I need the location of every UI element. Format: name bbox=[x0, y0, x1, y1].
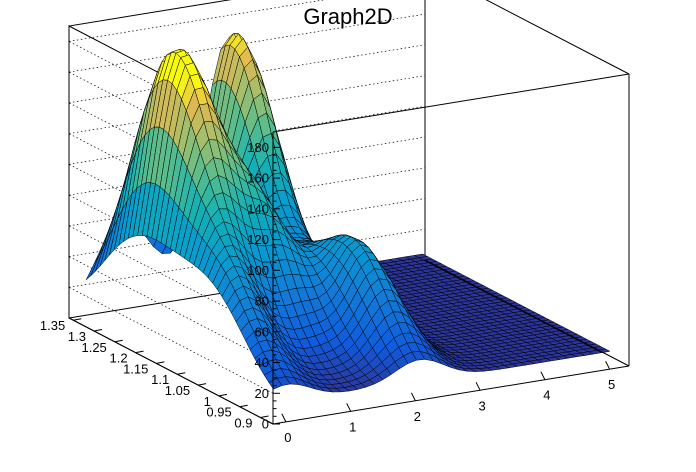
y-tick bbox=[218, 393, 227, 397]
chart-title: Graph2D bbox=[303, 4, 392, 29]
frame-bottom-right bbox=[424, 259, 630, 367]
z-tick-label: 80 bbox=[255, 294, 269, 309]
z-tick-label: 40 bbox=[255, 355, 269, 370]
z-tick-label: 20 bbox=[255, 386, 269, 401]
x-tick bbox=[475, 382, 481, 391]
x-tick bbox=[410, 392, 416, 402]
z-axis: 0 20 40 60 80 100 120 140 160 180 bbox=[247, 132, 280, 432]
y-tick bbox=[198, 383, 207, 386]
y-tick-label: 1 bbox=[204, 394, 211, 409]
axis-frame bbox=[272, 0, 630, 367]
y-tick-label: 1.1 bbox=[151, 372, 169, 387]
y-tick bbox=[239, 404, 248, 408]
z-tick-label: 60 bbox=[255, 324, 269, 339]
z-tick-label: 120 bbox=[247, 232, 269, 247]
y-tick bbox=[260, 415, 269, 418]
z-tick-label: 140 bbox=[247, 201, 269, 216]
z-tick-label: 160 bbox=[247, 171, 269, 186]
x-tick-label: 1 bbox=[349, 419, 356, 434]
x-axis: 0 1 2 3 4 5 bbox=[272, 360, 630, 445]
x-axis-line bbox=[272, 365, 630, 425]
grid-line-back-z bbox=[68, 13, 426, 73]
y-tick-label: 1.15 bbox=[123, 361, 148, 376]
y-axis: 0.90.951 1.051.11.151.2 1.251.31.35 bbox=[40, 317, 274, 431]
y-tick-label: 0.9 bbox=[234, 416, 252, 431]
surface-mesh bbox=[85, 32, 611, 393]
x-tick-label: 4 bbox=[543, 388, 550, 403]
grid-line-back-z bbox=[68, 0, 326, 42]
x-tick bbox=[540, 371, 546, 380]
y-tick-label: 1.35 bbox=[40, 318, 65, 333]
z-tick-label: 100 bbox=[247, 263, 269, 278]
x-tick-label: 5 bbox=[608, 377, 615, 392]
z-tick-label: 180 bbox=[247, 140, 269, 155]
y-tick-label: 0.95 bbox=[206, 405, 231, 420]
x-tick-label: 3 bbox=[478, 398, 485, 413]
x-tick bbox=[346, 403, 352, 412]
z-tick-label: 0 bbox=[262, 417, 269, 432]
y-tick bbox=[114, 339, 123, 343]
frame-top-front bbox=[272, 73, 630, 133]
y-tick bbox=[177, 372, 186, 375]
surface-cell bbox=[596, 348, 611, 353]
y-tick bbox=[73, 318, 82, 321]
x-tick bbox=[281, 413, 287, 423]
y-tick-label: 1.3 bbox=[68, 329, 86, 344]
y-tick-label: 1.05 bbox=[165, 383, 190, 398]
y-tick bbox=[93, 329, 103, 332]
x-tick-label: 0 bbox=[284, 430, 291, 445]
y-tick bbox=[156, 361, 165, 364]
x-tick bbox=[605, 360, 611, 370]
y-tick-label: 1.25 bbox=[81, 340, 106, 355]
frame-top-right bbox=[485, 0, 630, 75]
x-tick-label: 2 bbox=[414, 409, 421, 424]
y-tick bbox=[135, 350, 144, 354]
y-axis-line bbox=[68, 317, 274, 425]
y-tick-label: 1.2 bbox=[110, 351, 128, 366]
